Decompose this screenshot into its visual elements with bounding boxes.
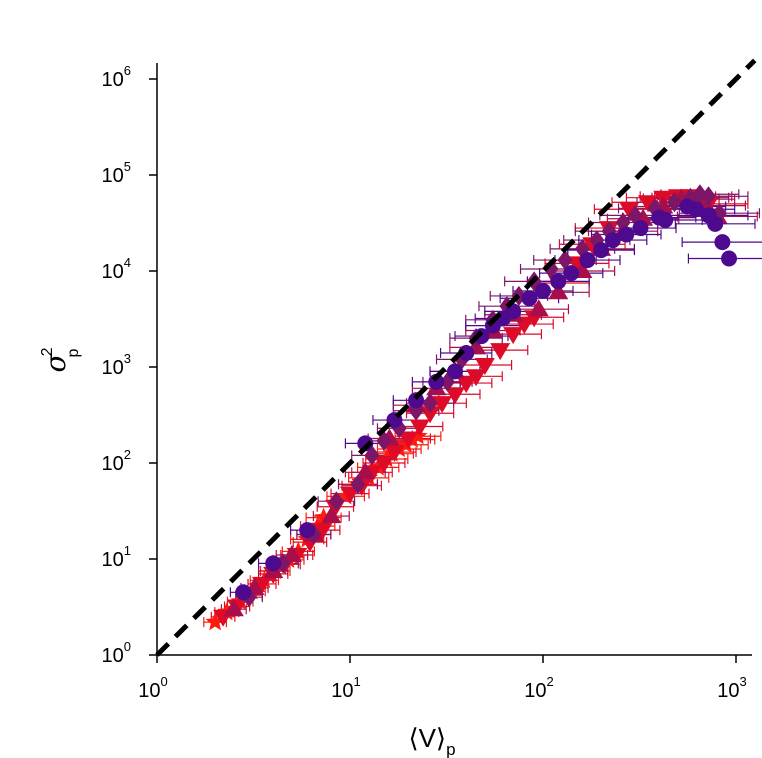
y-tick-base: 10	[102, 69, 124, 91]
y-tick-label: 100	[102, 639, 131, 667]
circle-marker	[618, 226, 634, 242]
y-tick-exponent: 1	[124, 543, 131, 558]
y-tick-exponent: 4	[124, 255, 131, 270]
x-axis-label: ⟨V⟩p	[408, 723, 455, 758]
x-tick-exponent: 1	[354, 674, 361, 689]
y-tick-label: 104	[102, 255, 131, 283]
circle-marker	[721, 250, 737, 266]
x-tick-base: 10	[524, 680, 546, 702]
circle-marker	[447, 363, 463, 379]
x-tick-base: 10	[138, 680, 160, 702]
data-points	[206, 184, 737, 630]
circle-marker	[707, 216, 723, 232]
circle-marker	[521, 290, 537, 306]
triangle-down-marker	[490, 343, 510, 360]
y-tick-base: 10	[102, 165, 124, 187]
x-tick-label: 100	[138, 674, 167, 702]
y-tick-base: 10	[102, 549, 124, 571]
y-tick-label: 101	[102, 543, 131, 571]
circle-marker	[714, 234, 730, 250]
y-tick-label: 106	[102, 63, 131, 91]
reference-dashed-line	[157, 60, 755, 655]
y-tick-label: 102	[102, 447, 131, 475]
y-tick-base: 10	[102, 453, 124, 475]
x-axis-label-main: ⟨V⟩	[408, 723, 446, 753]
circle-marker	[657, 212, 673, 228]
y-tick-base: 10	[102, 645, 124, 667]
y-tick-label: 103	[102, 351, 131, 379]
y-axis-label: σ2 p	[39, 347, 82, 372]
y-tick-exponent: 3	[124, 351, 131, 366]
y-tick-label: 105	[102, 159, 131, 187]
y-tick-exponent: 5	[124, 159, 131, 174]
x-tick-label: 102	[524, 674, 553, 702]
circle-marker	[265, 555, 281, 571]
x-tick-exponent: 3	[740, 674, 747, 689]
x-axis-ticks: 100 101 102 103	[138, 655, 746, 702]
y-tick-base: 10	[102, 357, 124, 379]
y-tick-exponent: 6	[124, 63, 131, 78]
circle-marker	[535, 283, 551, 299]
y-axis-label-superscript: 2	[39, 347, 56, 356]
x-tick-base: 10	[331, 680, 353, 702]
y-tick-base: 10	[102, 261, 124, 283]
x-tick-exponent: 2	[547, 674, 554, 689]
circle-marker	[632, 220, 648, 236]
y-axis-label-subscript: p	[65, 348, 82, 357]
x-tick-base: 10	[717, 680, 739, 702]
circle-marker	[235, 584, 251, 600]
x-tick-exponent: 0	[161, 674, 168, 689]
x-axis-label-subscript: p	[446, 740, 455, 758]
y-tick-exponent: 0	[124, 639, 131, 654]
circle-marker	[563, 265, 579, 281]
x-tick-label: 103	[717, 674, 746, 702]
svg-text:σ2p: σ2 p	[39, 347, 82, 372]
circle-marker	[299, 522, 315, 538]
x-tick-label: 101	[331, 674, 360, 702]
y-tick-exponent: 2	[124, 447, 131, 462]
circle-marker	[579, 252, 595, 268]
